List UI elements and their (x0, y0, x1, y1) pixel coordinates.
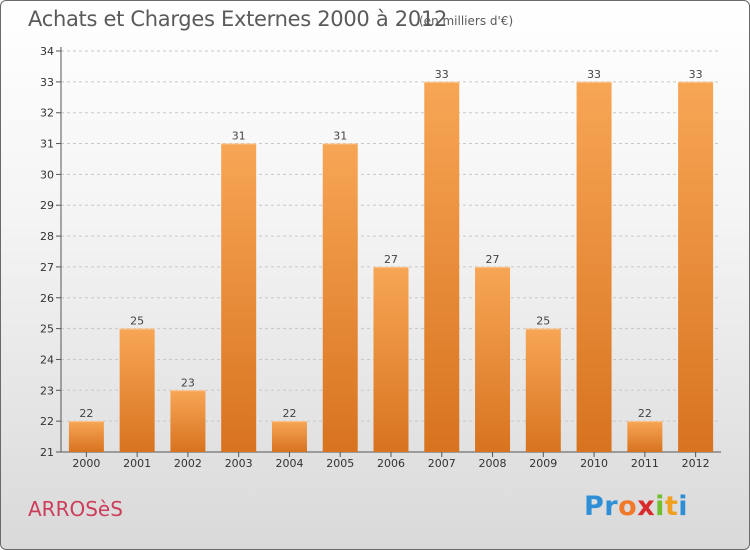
logo-letter: i (655, 491, 665, 522)
x-tick-label: 2011 (631, 457, 659, 470)
data-label: 22 (79, 407, 93, 420)
y-tick-label: 22 (40, 415, 54, 428)
bar[interactable] (221, 143, 257, 453)
data-label: 27 (384, 253, 398, 266)
data-label: 33 (587, 68, 601, 81)
y-tick-label: 26 (40, 292, 54, 305)
proxiti-logo[interactable]: Proxiti (584, 491, 688, 522)
bar[interactable] (424, 81, 460, 452)
y-tick-label: 30 (40, 168, 54, 181)
logo-letter: t (664, 491, 679, 522)
data-label: 33 (689, 68, 703, 81)
x-tick-label: 2009 (529, 457, 557, 470)
x-tick-label: 2012 (682, 457, 710, 470)
data-label: 25 (130, 315, 144, 328)
y-tick-label: 25 (40, 323, 54, 336)
data-label: 23 (181, 376, 195, 389)
bar[interactable] (170, 390, 206, 452)
y-tick-label: 21 (40, 446, 54, 459)
x-tick-label: 2003 (225, 457, 253, 470)
x-tick-label: 2000 (72, 457, 100, 470)
bar[interactable] (68, 421, 104, 452)
y-tick-label: 24 (40, 353, 54, 366)
data-label: 22 (638, 407, 652, 420)
y-tick-label: 23 (40, 384, 54, 397)
x-tick-label: 2002 (174, 457, 202, 470)
bar[interactable] (119, 328, 155, 452)
x-tick-label: 2006 (377, 457, 405, 470)
chart-title: Achats et Charges Externes 2000 à 2012 (28, 7, 448, 31)
logo-letter: i (678, 491, 689, 522)
y-tick-label: 29 (40, 199, 54, 212)
bar[interactable] (627, 421, 663, 452)
commune-name: ARROSèS (28, 497, 123, 521)
bar[interactable] (525, 328, 561, 452)
logo-letter: r (604, 491, 619, 522)
bar[interactable] (678, 81, 714, 452)
y-tick-label: 32 (40, 107, 54, 120)
bar[interactable] (373, 266, 409, 452)
labels: 21 22 23 24 25 26 27 28 29 30 31 32 33 34 2000 22 2001 25… (40, 45, 710, 470)
x-tick-label: 2001 (123, 457, 151, 470)
y-tick-label: 31 (40, 138, 54, 151)
logo-letter: o (618, 491, 638, 522)
y-tick-label: 28 (40, 230, 54, 243)
x-tick-label: 2004 (275, 457, 303, 470)
bars (68, 81, 714, 453)
logo-letter: x (637, 491, 656, 522)
x-tick-label: 2008 (479, 457, 507, 470)
y-tick-label: 33 (40, 76, 54, 89)
bar[interactable] (271, 421, 307, 452)
x-tick-label: 2007 (428, 457, 456, 470)
data-label: 27 (486, 253, 500, 266)
logo-letter: P (584, 491, 605, 522)
data-label: 33 (435, 68, 449, 81)
bar[interactable] (576, 81, 612, 452)
data-label: 31 (232, 130, 246, 143)
bar[interactable] (322, 143, 358, 453)
chart-subtitle: (en milliers d'€) (419, 14, 514, 28)
data-label: 31 (333, 130, 347, 143)
y-tick-label: 34 (40, 45, 54, 58)
data-label: 22 (282, 407, 296, 420)
x-tick-label: 2005 (326, 457, 354, 470)
data-label: 25 (536, 315, 550, 328)
y-tick-label: 27 (40, 261, 54, 274)
x-tick-label: 2010 (580, 457, 608, 470)
bar[interactable] (475, 266, 511, 452)
